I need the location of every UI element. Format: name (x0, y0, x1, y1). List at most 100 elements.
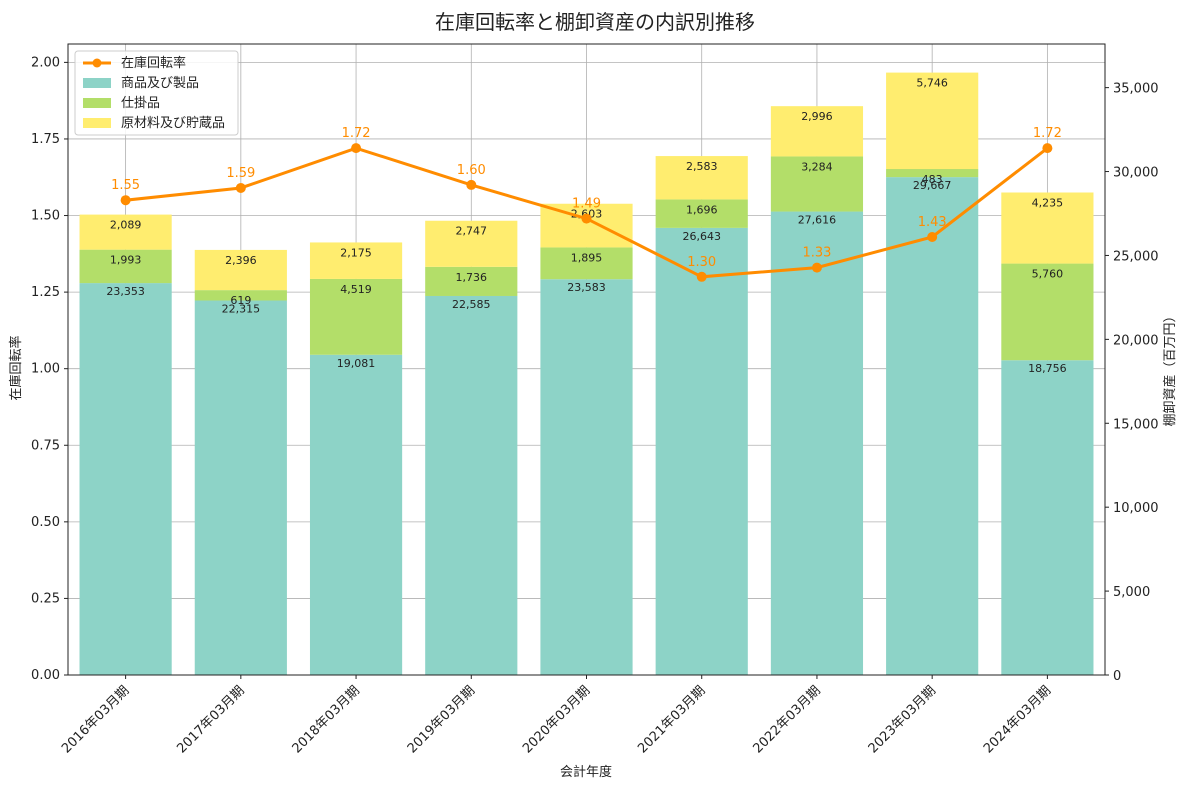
turnover-label: 1.33 (802, 246, 831, 261)
bar-1-4 (425, 295, 518, 675)
y2-tick-label: 30,000 (1113, 166, 1159, 181)
bar-3-1 (79, 214, 172, 250)
bar-label: 22,315 (222, 303, 261, 316)
bar-label: 2,747 (456, 225, 488, 238)
bar-3-7 (770, 106, 864, 157)
turnover-label: 1.72 (342, 126, 371, 141)
bar-1-1 (79, 283, 172, 675)
x-axis-label: 会計年度 (560, 764, 612, 780)
y-tick-label: 2.00 (31, 55, 60, 70)
bar-label: 18,756 (1028, 362, 1067, 375)
x-tick-label: 2016年03月期 (59, 683, 132, 756)
legend-label: 商品及び製品 (121, 76, 199, 91)
bar-label: 29,667 (913, 179, 952, 192)
y2-tick-label: 35,000 (1113, 82, 1159, 97)
turnover-point (351, 143, 362, 154)
bar-label: 5,760 (1032, 268, 1064, 281)
x-tick-label: 2017年03月期 (174, 683, 247, 756)
x-tick-label: 2018年03月期 (290, 683, 363, 756)
y-tick-label: 0.50 (31, 515, 60, 530)
x-tick-label: 2024年03月期 (981, 683, 1054, 756)
bar-3-2 (194, 249, 287, 291)
bar-2-7 (770, 156, 864, 212)
bar-1-9 (1001, 360, 1094, 675)
turnover-point (466, 179, 477, 190)
y-tick-label: 1.50 (31, 209, 60, 224)
y2-tick-label: 0 (1113, 669, 1121, 684)
bar-label: 619 (230, 294, 251, 307)
bar-label: 483 (922, 173, 943, 186)
y2-tick-label: 15,000 (1113, 417, 1159, 432)
bar-1-8 (886, 177, 979, 676)
bar-label: 2,089 (110, 219, 142, 232)
x-tick-label: 2023年03月期 (866, 683, 939, 756)
y-axis-label: 在庫回転率 (8, 335, 24, 400)
y2-tick-label: 20,000 (1113, 333, 1159, 348)
y-tick-label: 1.00 (31, 362, 60, 377)
bars (79, 72, 1094, 676)
bar-label: 1,895 (571, 251, 603, 264)
x-tick-label: 2020年03月期 (520, 683, 593, 756)
y-tick-label: 0.00 (31, 668, 60, 683)
x-tick-label: 2022年03月期 (750, 683, 823, 756)
bar-label: 4,519 (340, 283, 372, 296)
bar-3-4 (425, 220, 518, 267)
legend-swatch (83, 98, 111, 108)
bar-label: 2,396 (225, 254, 257, 267)
turnover-label: 1.60 (457, 163, 486, 178)
turnover-label: 1.49 (572, 197, 601, 212)
bar-1-6 (655, 227, 748, 675)
turnover-label: 1.30 (687, 255, 716, 270)
turnover-label: 1.59 (226, 166, 255, 181)
bar-label: 3,284 (801, 160, 833, 173)
y-tick-label: 0.75 (31, 438, 60, 453)
bar-label: 26,643 (682, 230, 721, 243)
turnover-point (811, 262, 822, 273)
turnover-point (927, 231, 938, 242)
x-tick-label: 2021年03月期 (635, 683, 708, 756)
legend-label: 仕掛品 (121, 96, 160, 111)
chart-title: 在庫回転率と棚卸資産の内訳別推移 (435, 10, 755, 34)
x-tick-label: 2019年03月期 (405, 683, 478, 756)
y-tick-label: 1.75 (31, 132, 60, 147)
turnover-point (581, 213, 592, 224)
turnover-line: 1.55 1.59 1.72 1.60 1.49 1.30 1.33 1.43 1.72 (111, 126, 1062, 282)
bar-2-3 (309, 278, 403, 355)
bar-label: 1,736 (456, 271, 488, 284)
bar-3-9 (1001, 192, 1094, 264)
turnover-point (120, 195, 131, 206)
bar-label: 23,583 (567, 281, 606, 294)
y2-tick-label: 5,000 (1113, 585, 1150, 600)
turnover-point (696, 271, 707, 282)
legend-label: 原材料及び貯蔵品 (121, 116, 225, 131)
bar-label: 1,993 (110, 254, 142, 267)
bar-label: 5,746 (916, 77, 948, 90)
bar-label: 19,081 (337, 357, 376, 370)
bar-label: 2,583 (686, 160, 718, 173)
bar-2-6 (655, 199, 748, 228)
bar-2-5 (540, 247, 633, 280)
bar-2-8 (886, 169, 979, 178)
legend-marker (92, 58, 102, 68)
bar-label: 27,616 (798, 214, 837, 227)
y2-tick-label: 10,000 (1113, 501, 1159, 516)
bar-3-8 (886, 72, 979, 170)
bar-2-1 (79, 249, 172, 284)
turnover-label: 1.55 (111, 178, 140, 193)
bar-1-5 (540, 279, 633, 675)
bar-label: 2,175 (340, 246, 372, 259)
legend-swatch (83, 78, 111, 88)
bar-label: 4,235 (1032, 197, 1064, 210)
turnover-point (235, 182, 246, 193)
bar-1-2 (194, 300, 287, 675)
y2-axis-label: 棚卸資産（百万円） (1162, 309, 1178, 426)
legend-swatch (83, 118, 111, 128)
bar-label: 22,585 (452, 298, 491, 311)
bar-label: 2,996 (801, 110, 833, 123)
bar-label: 1,696 (686, 203, 718, 216)
y2-tick-label: 25,000 (1113, 249, 1159, 264)
legend-box (74, 50, 239, 136)
